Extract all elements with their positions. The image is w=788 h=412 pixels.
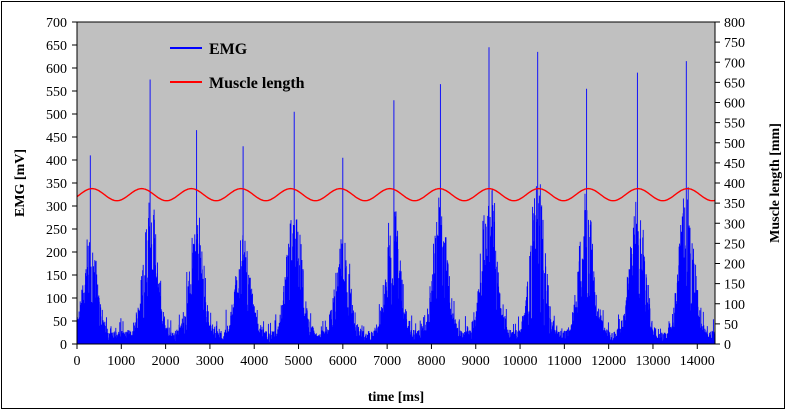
- y-tick-label: 0: [60, 338, 67, 353]
- y2-tick-label: 250: [724, 237, 745, 252]
- y2-tick-label: 350: [724, 197, 745, 212]
- y2-tick-label: 750: [724, 36, 745, 51]
- x-tick-label: 7000: [373, 354, 401, 369]
- legend-muscle-length-label: Muscle length: [209, 75, 305, 92]
- y2-tick-label: 0: [724, 338, 731, 353]
- x-axis-title: time [ms]: [368, 390, 424, 405]
- y-tick-label: 400: [46, 154, 67, 169]
- y2-tick-label: 600: [724, 97, 745, 112]
- x-tick-label: 9000: [462, 354, 490, 369]
- x-axis: 0 1000 2000 3000 4000 5000 6000 7000 8000 9000 100…: [74, 344, 715, 369]
- y2-tick-label: 100: [724, 298, 745, 313]
- y2-tick-label: 400: [724, 177, 745, 192]
- legend: EMG Muscle length: [170, 41, 305, 92]
- y-tick-label: 350: [46, 177, 67, 192]
- y2-tick-label: 450: [724, 157, 745, 172]
- x-tick-label: 14000: [680, 354, 715, 369]
- y-axis-title: EMG [mV]: [13, 149, 28, 217]
- x-tick-label: 5000: [285, 354, 313, 369]
- y-tick-label: 50: [53, 315, 67, 330]
- y-tick-label: 550: [46, 85, 67, 100]
- y-tick-label: 300: [46, 200, 67, 215]
- y2-tick-label: 200: [724, 258, 745, 273]
- x-tick-label: 12000: [591, 354, 626, 369]
- x-tick-label: 11000: [547, 354, 581, 369]
- y2-axis-title: Muscle length [mm]: [768, 123, 783, 243]
- x-tick-label: 1000: [107, 354, 135, 369]
- y2-tick-label: 500: [724, 137, 745, 152]
- y-tick-label: 150: [46, 269, 67, 284]
- muscle-length-series: [76, 187, 716, 202]
- x-tick-label: 10000: [503, 354, 538, 369]
- x-tick-label: 4000: [240, 354, 268, 369]
- y-tick-label: 700: [46, 16, 67, 31]
- y2-tick-label: 300: [724, 217, 745, 232]
- x-tick-label: 3000: [196, 354, 224, 369]
- x-tick-label: 13000: [635, 354, 670, 369]
- y2-tick-label: 50: [724, 318, 738, 333]
- x-tick-label: 8000: [417, 354, 445, 369]
- y-tick-label: 250: [46, 223, 67, 238]
- y-axis-left: 0 50 100 150 200 250 300 350 400 450 500 550 600 650 7…: [46, 16, 77, 353]
- legend-emg-label: EMG: [209, 41, 248, 58]
- y-axis-right: 0 50 100 150 200 250 300 350 400 450 500 550 600 650 7…: [715, 16, 745, 353]
- y-tick-label: 200: [46, 246, 67, 261]
- y2-tick-label: 150: [724, 278, 745, 293]
- y-tick-label: 650: [46, 39, 67, 54]
- x-tick-label: 0: [74, 354, 81, 369]
- y-tick-label: 600: [46, 62, 67, 77]
- y2-tick-label: 700: [724, 56, 745, 71]
- y-tick-label: 450: [46, 131, 67, 146]
- x-tick-label: 2000: [152, 354, 180, 369]
- y-tick-label: 100: [46, 292, 67, 307]
- y2-tick-label: 650: [724, 76, 745, 91]
- x-tick-label: 6000: [329, 354, 357, 369]
- y2-tick-label: 550: [724, 117, 745, 132]
- y-tick-label: 500: [46, 108, 67, 123]
- y2-tick-label: 800: [724, 16, 745, 31]
